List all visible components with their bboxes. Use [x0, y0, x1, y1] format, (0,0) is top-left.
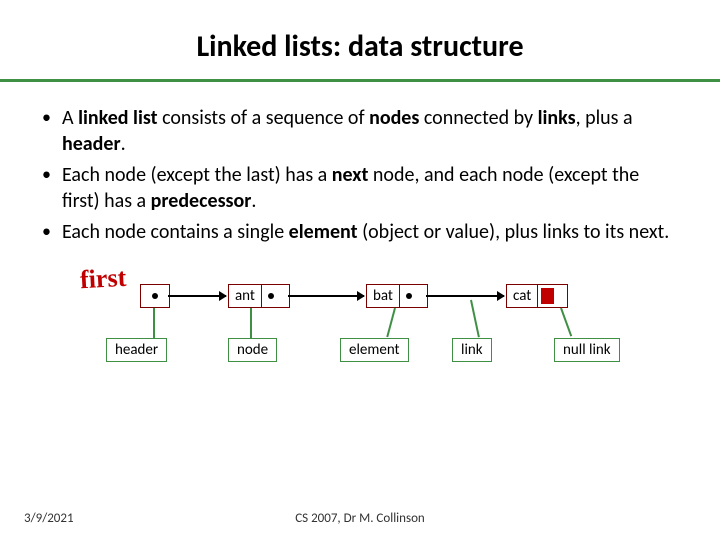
text: Each node (except the last) has a: [62, 163, 332, 187]
text-bold: next: [332, 163, 369, 187]
text-bold: predecessor: [151, 189, 252, 213]
node-element: bat: [367, 285, 399, 307]
node-element: ant: [229, 285, 261, 307]
text-bold: element: [289, 220, 358, 244]
linked-list-diagram: first ant bat cat header node element li…: [0, 264, 720, 384]
text: Each node contains a single: [62, 220, 289, 244]
slide-title: Linked lists: data structure: [0, 0, 720, 79]
list-node: cat: [506, 284, 568, 308]
bullet-item: Each node contains a single element (obj…: [62, 220, 674, 246]
bullet-item: Each node (except the last) has a next n…: [62, 163, 674, 214]
callout-label-header: header: [106, 338, 167, 362]
callout-line: [153, 308, 155, 338]
link-arrow: [288, 295, 364, 297]
text: connected by: [419, 106, 537, 130]
callout-line: [250, 308, 252, 338]
text: A: [62, 106, 78, 130]
text: (object or value), plus links to its nex…: [358, 220, 670, 244]
bullet-list: A linked list consists of a sequence of …: [0, 82, 720, 246]
pointer-cell: [261, 285, 281, 307]
text-bold: nodes: [369, 106, 419, 130]
footer-course: CS 2007, Dr M. Collinson: [0, 511, 720, 526]
pointer-dot-icon: [268, 293, 274, 299]
text: consists of a sequence of: [158, 106, 370, 130]
text-bold: links: [538, 106, 576, 130]
node-element: cat: [507, 285, 537, 307]
pointer-dot-icon: [152, 293, 158, 299]
callout-line: [386, 308, 396, 337]
text: .: [121, 132, 126, 156]
first-pointer-label: first: [79, 263, 127, 295]
pointer-cell: [399, 285, 419, 307]
text: , plus a: [576, 106, 633, 130]
link-arrow: [426, 295, 504, 297]
callout-label-null-link: null link: [554, 338, 620, 362]
bullet-item: A linked list consists of a sequence of …: [62, 106, 674, 157]
pointer-cell: [141, 285, 169, 307]
callout-label-link: link: [452, 338, 492, 362]
callout-label-element: element: [340, 338, 409, 362]
callout-line: [470, 300, 480, 338]
link-arrow: [168, 295, 226, 297]
text: .: [251, 189, 256, 213]
null-marker-icon: [541, 288, 554, 304]
list-node: bat: [366, 284, 428, 308]
header-node: [140, 284, 170, 308]
text-bold: linked list: [78, 106, 157, 130]
callout-label-node: node: [228, 338, 277, 362]
text-bold: header: [62, 132, 121, 156]
callout-line: [560, 308, 572, 337]
list-node: ant: [228, 284, 290, 308]
null-pointer-cell: [537, 285, 557, 307]
pointer-dot-icon: [406, 293, 412, 299]
